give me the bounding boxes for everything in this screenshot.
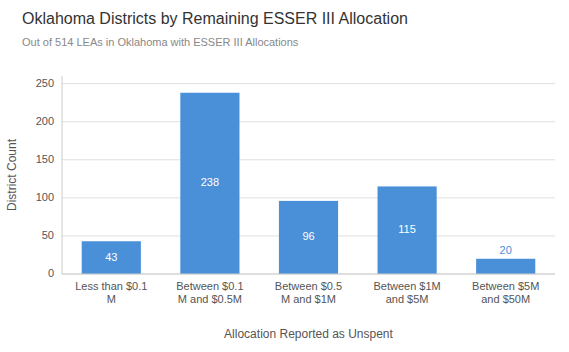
x-tick-label: Less than $0.1M [75, 280, 147, 305]
data-label: 115 [398, 223, 416, 235]
y-tick-label: 250 [36, 77, 54, 89]
data-label: 20 [500, 244, 512, 256]
x-axis-label: Allocation Reported as Unspent [224, 327, 393, 341]
y-tick-label: 150 [36, 153, 54, 165]
bar [378, 186, 437, 274]
y-tick-label: 0 [48, 267, 54, 279]
bar [476, 259, 535, 274]
y-axis-line [62, 76, 63, 274]
grid-line [62, 197, 555, 198]
title: Oklahoma Districts by Remaining ESSER II… [22, 10, 408, 27]
subtitle: Out of 514 LEAs in Oklahoma with ESSER I… [22, 36, 299, 48]
y-tick-label: 100 [36, 191, 54, 203]
x-tick-label: Between $1Mand $5M [373, 280, 440, 305]
bars [82, 93, 536, 274]
bar [279, 201, 338, 274]
data-label: 238 [201, 176, 219, 188]
chart-svg: Oklahoma Districts by Remaining ESSER II… [0, 0, 569, 352]
x-tick-label: Between $0.1M and $0.5M [176, 280, 243, 305]
y-axis-label: District Count [5, 138, 19, 211]
chart-container: Oklahoma Districts by Remaining ESSER II… [0, 0, 569, 352]
x-tick-label: Between $5Mand $50M [472, 280, 539, 305]
data-label: 96 [302, 230, 314, 242]
grid [62, 84, 555, 274]
y-tick-label: 50 [42, 229, 54, 241]
grid-line [62, 274, 555, 275]
x-axis-line [62, 274, 555, 275]
bar [82, 241, 141, 274]
bar [180, 93, 239, 274]
grid-line [62, 83, 555, 84]
data-label: 43 [105, 251, 117, 263]
x-tick-label: Between $0.5M and $1M [275, 280, 342, 305]
grid-line [62, 121, 555, 122]
grid-line [62, 159, 555, 160]
y-tick-label: 200 [36, 115, 54, 127]
